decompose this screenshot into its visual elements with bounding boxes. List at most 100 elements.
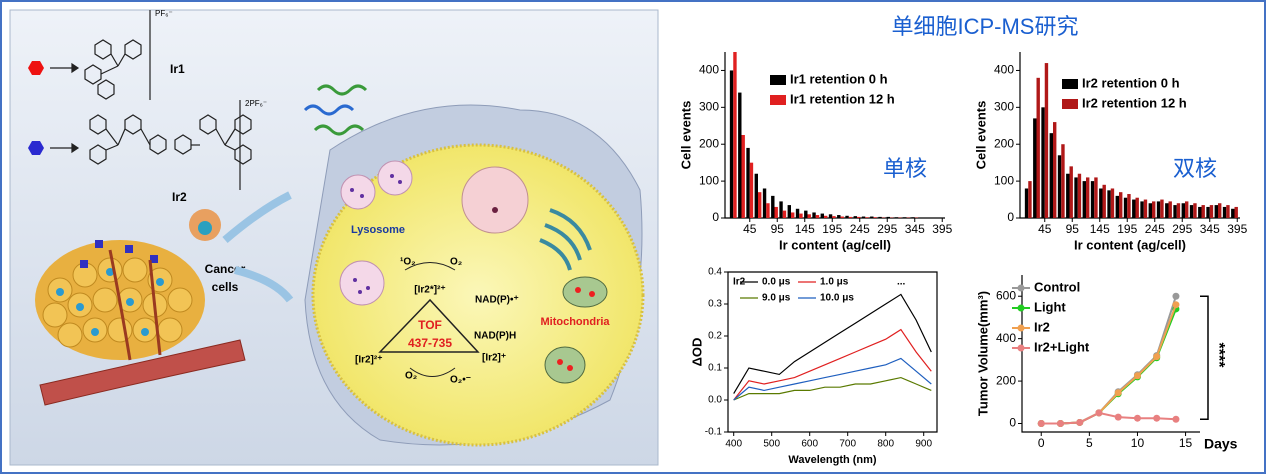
bar — [1189, 205, 1194, 218]
bar — [1061, 144, 1065, 218]
cancer-label: cells — [212, 280, 239, 294]
series-line — [1041, 308, 1177, 425]
bar — [1036, 77, 1040, 218]
y-tick-label: 300 — [994, 100, 1014, 114]
bar — [1165, 203, 1169, 218]
bar — [861, 216, 866, 218]
bar — [911, 217, 915, 218]
x-tick-label: 500 — [763, 439, 780, 450]
y-tick-label: 0.0 — [708, 395, 722, 406]
marker — [1114, 389, 1122, 397]
bar — [820, 213, 824, 218]
y-tick-label: 0 — [712, 210, 719, 224]
tof-value: 437-735 — [408, 336, 452, 350]
x-tick-label: 195 — [822, 222, 842, 236]
marker — [1133, 372, 1141, 380]
legend-label: Ir2 retention 0 h — [1082, 75, 1180, 90]
bar — [754, 173, 758, 218]
bar — [1110, 188, 1115, 218]
x-tick-label: 145 — [795, 222, 815, 236]
y-axis-label: ΔOD — [689, 338, 704, 367]
y-tick-label: 0 — [1007, 210, 1014, 224]
species: [Ir2*]²⁺ — [414, 285, 445, 296]
x-tick-label: 245 — [1145, 222, 1165, 236]
tumor — [35, 209, 246, 406]
bar — [1102, 184, 1106, 218]
marker — [1153, 414, 1161, 422]
significance: **** — [1210, 343, 1227, 369]
mito-label: Mitochondria — [540, 316, 610, 328]
x-tick-label: 15 — [1179, 436, 1193, 450]
bar — [1173, 205, 1177, 218]
marker — [1037, 420, 1045, 428]
species: NAD(P)•⁺ — [475, 295, 519, 306]
bar — [729, 70, 734, 218]
legend-label: Ir1 retention 0 h — [790, 71, 888, 86]
light — [303, 84, 368, 136]
bar — [824, 215, 828, 218]
bar — [1049, 133, 1053, 218]
bar — [1069, 166, 1073, 218]
lysosome-label: Lysosome — [351, 224, 405, 236]
bar — [812, 212, 816, 218]
legend-label: 0.0 μs — [762, 277, 791, 288]
y-axis-label: Cell events — [973, 101, 988, 170]
x-tick-label: 900 — [915, 439, 932, 450]
bar — [1156, 201, 1161, 218]
x-axis-label: Days — [1204, 436, 1238, 452]
bar — [1218, 203, 1222, 218]
bar — [1041, 107, 1045, 218]
bar — [804, 210, 808, 218]
x-tick-label: 400 — [725, 439, 742, 450]
x-tick-label: 5 — [1086, 436, 1093, 450]
x-tick-label: 345 — [905, 222, 925, 236]
x-axis-label: Wavelength (nm) — [788, 454, 877, 466]
species: ¹O₂ — [400, 257, 416, 268]
bar — [828, 214, 833, 218]
legend-note: ... — [897, 277, 906, 288]
x-axis-label: Ir content (ag/cell) — [1074, 237, 1186, 252]
series-line — [733, 293, 932, 394]
bar — [1234, 206, 1238, 218]
bar — [1193, 203, 1197, 218]
bar — [799, 213, 803, 218]
legend-marker — [1017, 324, 1025, 332]
legend-label: Light — [1034, 299, 1066, 314]
y-tick-label: -0.1 — [705, 427, 723, 438]
bar — [1143, 199, 1148, 218]
bar — [733, 52, 737, 218]
x-tick-label: 45 — [1038, 222, 1052, 236]
bar — [766, 203, 770, 218]
marker — [1076, 418, 1084, 426]
bar — [878, 216, 882, 218]
legend-swatch — [1062, 79, 1078, 89]
marker — [1095, 409, 1103, 417]
axis — [727, 271, 938, 433]
bar — [886, 216, 890, 218]
legend-marker — [1017, 284, 1025, 292]
bar — [774, 206, 778, 218]
y-tick-label: 200 — [996, 373, 1016, 387]
y-tick-label: 600 — [996, 288, 1016, 302]
bar — [1135, 197, 1139, 218]
bar — [1044, 63, 1049, 218]
bar — [1206, 206, 1210, 218]
tof-label: TOF — [418, 318, 442, 332]
bar — [1077, 173, 1082, 218]
bar — [1074, 177, 1078, 218]
species: O₂ — [405, 371, 417, 382]
y-tick-label: 0.1 — [708, 363, 722, 374]
bar — [1209, 205, 1214, 218]
bar — [782, 210, 787, 218]
x-tick-label: 395 — [1227, 222, 1247, 236]
legend-label: 9.0 μs — [762, 293, 791, 304]
bar — [791, 212, 795, 218]
y-tick-label: 400 — [994, 63, 1014, 77]
bar — [1222, 206, 1227, 218]
significance-bracket — [1200, 295, 1209, 421]
bar — [762, 188, 767, 218]
organelles — [339, 160, 608, 384]
series-line — [733, 328, 932, 401]
ir1-label: Ir1 — [170, 62, 185, 76]
bar — [1053, 122, 1057, 218]
